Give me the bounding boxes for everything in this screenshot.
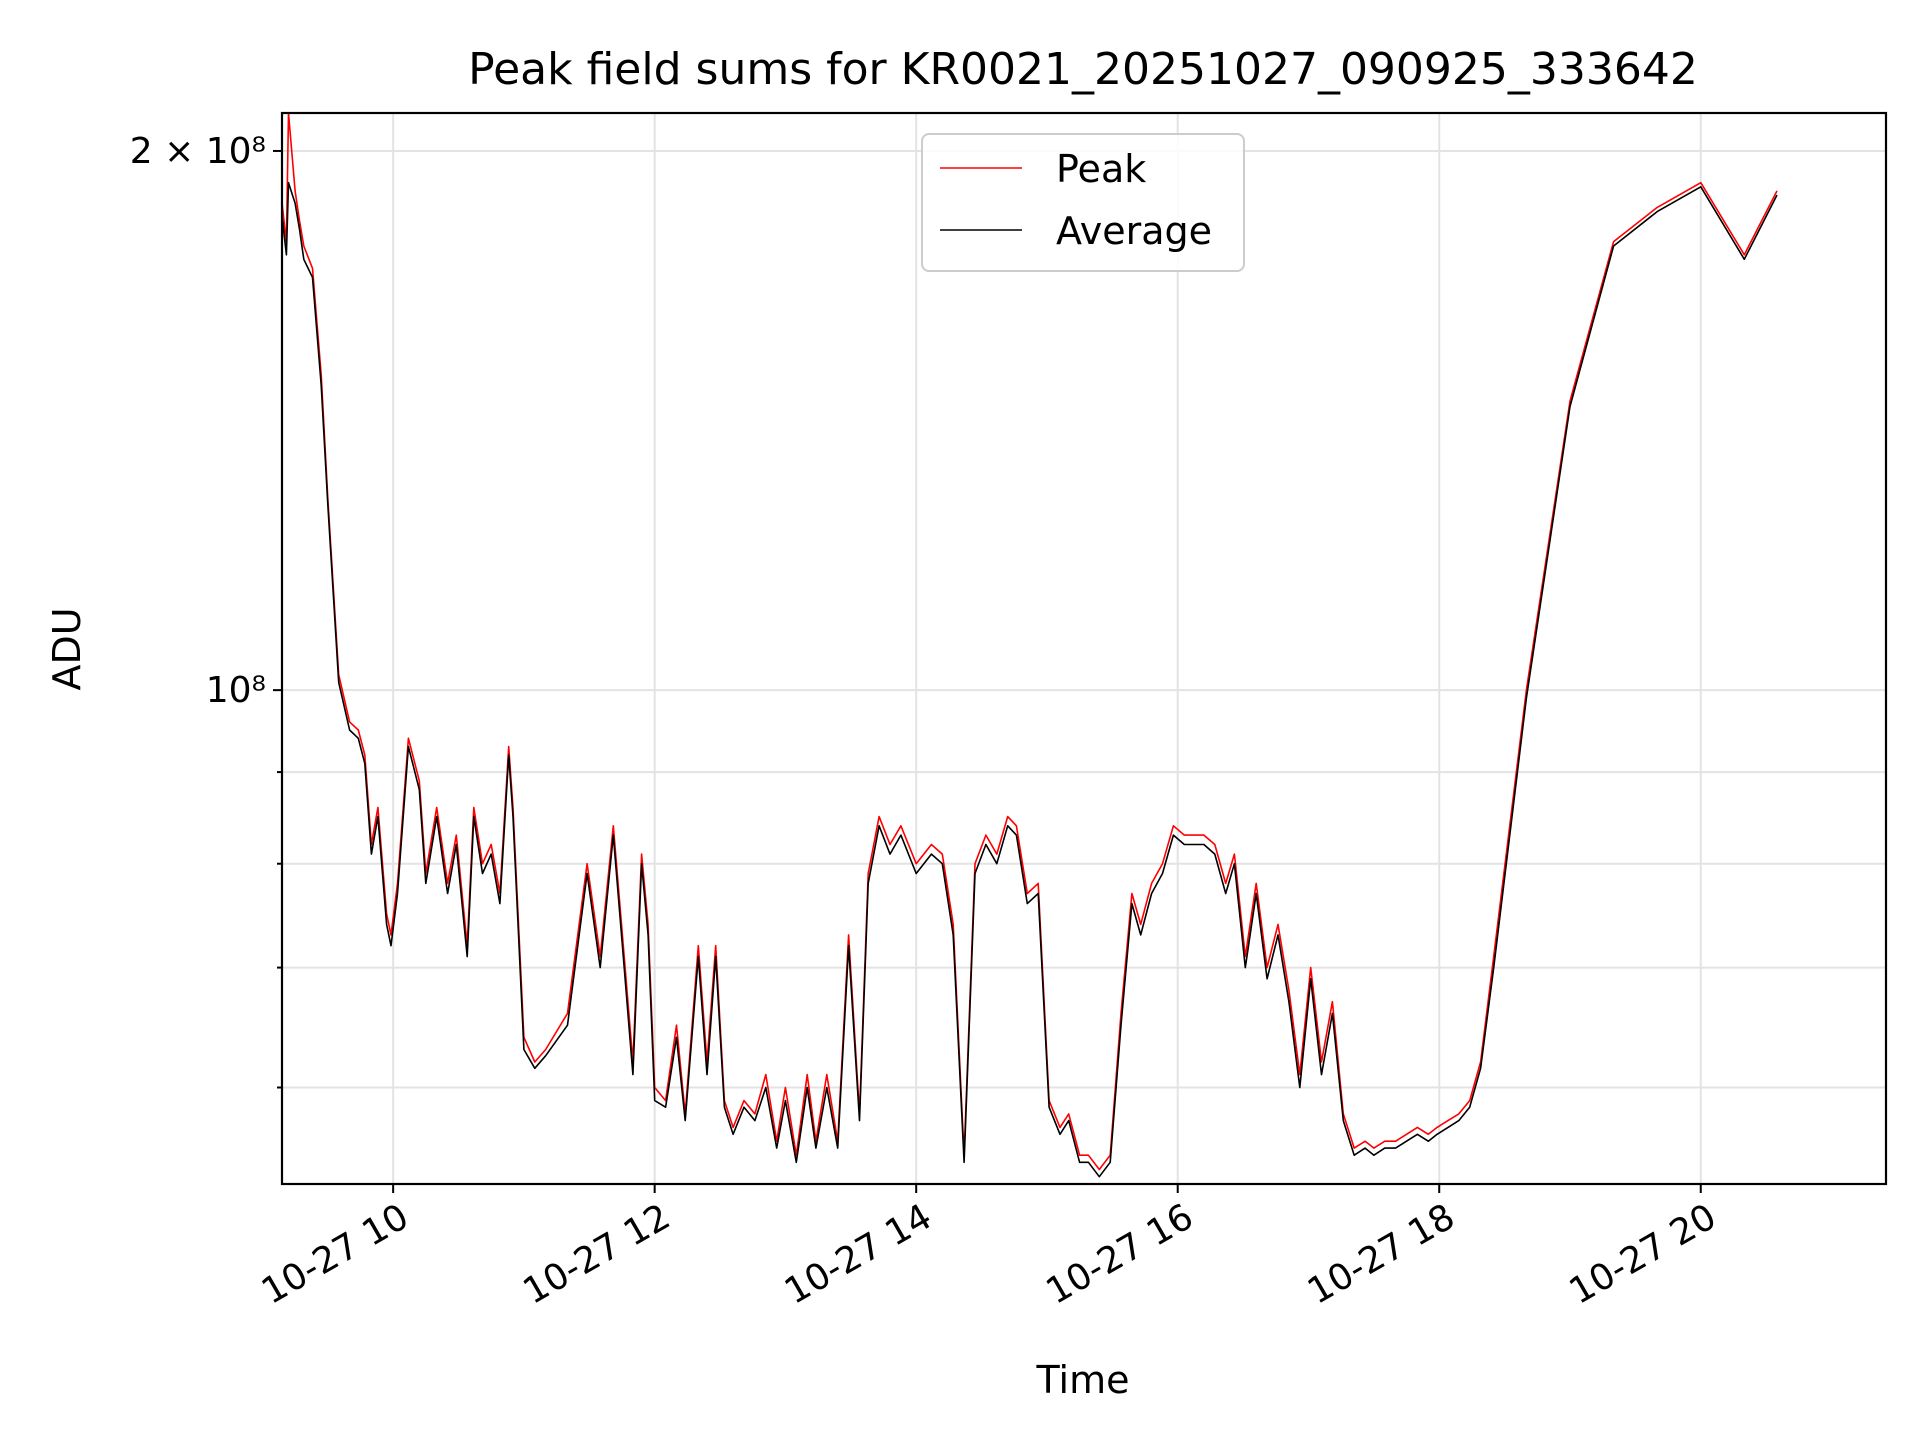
series-line-average xyxy=(282,181,1778,1178)
legend-label-average: Average xyxy=(1056,209,1212,253)
y-axis-label: ADU xyxy=(45,607,89,690)
grid xyxy=(282,113,1886,1184)
series-layer xyxy=(282,113,1778,1178)
legend: Peak Average xyxy=(921,133,1245,272)
plot-area-frame xyxy=(280,111,1888,1186)
series-line-peak xyxy=(282,113,1778,1171)
legend-label-peak: Peak xyxy=(1056,147,1146,191)
y-axis: 2 × 10⁸ 10⁸ xyxy=(130,131,282,1089)
x-axis-label: Time xyxy=(1036,1358,1130,1402)
y-tick-label: 10⁸ xyxy=(206,670,266,711)
chart-title: Peak field sums for KR0021_20251027_0909… xyxy=(468,44,1698,95)
y-tick-label: 2 × 10⁸ xyxy=(130,131,266,172)
